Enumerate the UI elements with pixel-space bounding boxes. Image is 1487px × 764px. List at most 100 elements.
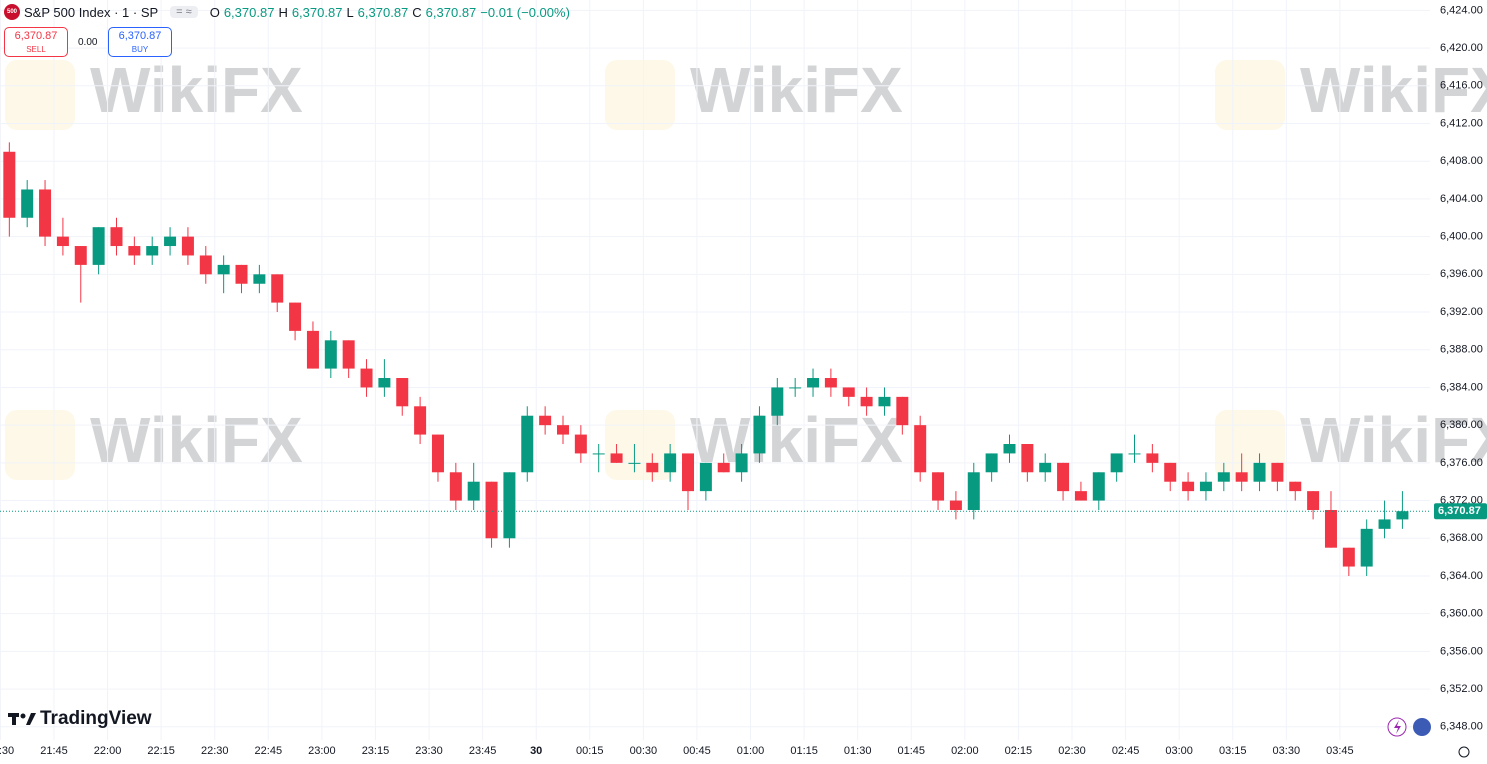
candle-body [396, 378, 409, 407]
y-tick-label: 6,412.00 [1440, 117, 1483, 129]
watermark-badge [5, 410, 75, 480]
y-tick-label: 6,392.00 [1440, 306, 1483, 318]
y-tick-label: 6,396.00 [1440, 268, 1483, 280]
candle-body [682, 453, 695, 492]
candle-body [628, 462, 641, 464]
candle-body [217, 264, 230, 275]
candle-body [556, 425, 569, 435]
candle-body [771, 387, 784, 416]
watermark-badge [605, 60, 675, 130]
candle-body [164, 236, 177, 247]
candle-body [1199, 481, 1212, 492]
y-tick-label: 6,356.00 [1440, 645, 1483, 657]
candle-body [1164, 462, 1177, 482]
candle-body [1289, 481, 1302, 492]
brand-text: TradingView [40, 708, 152, 729]
x-tick-label: 22:00 [94, 745, 122, 757]
candle-body [878, 396, 891, 407]
x-tick-label: 23:00 [308, 745, 336, 757]
candle-body [1074, 491, 1087, 501]
compare-toggle[interactable]: = ≈ [170, 6, 198, 18]
high-label: H [278, 4, 288, 20]
candle-body [3, 151, 16, 218]
watermark: WikiFX [90, 404, 303, 476]
close-label: C [412, 4, 422, 20]
candle-body [1110, 453, 1123, 473]
candle-body [128, 246, 141, 256]
symbol-title[interactable]: S&P 500 Index · 1 · SP [24, 4, 159, 20]
candle-body [1092, 472, 1105, 501]
candle-body [574, 434, 587, 454]
sell-button[interactable]: 6,370.87 SELL [4, 27, 68, 57]
candle-body [1217, 472, 1230, 482]
x-tick-label: 22:15 [147, 745, 175, 757]
candle-body [753, 415, 766, 454]
x-tick-label: 23:15 [362, 745, 390, 757]
x-tick-label: 23:45 [469, 745, 497, 757]
y-tick-label: 6,376.00 [1440, 457, 1483, 469]
y-tick-label: 6,400.00 [1440, 231, 1483, 243]
candle-body [1146, 453, 1159, 463]
candle-body [860, 396, 873, 407]
candle-body [1307, 491, 1320, 510]
buy-label: BUY [131, 45, 149, 54]
buy-button[interactable]: 6,370.87 BUY [108, 27, 172, 57]
open-label: O [209, 4, 220, 20]
watermark-badge [1215, 60, 1285, 130]
candle-body [199, 255, 212, 275]
x-tick-label: 03:45 [1326, 745, 1354, 757]
y-tick-label: 6,420.00 [1440, 42, 1483, 54]
candle-body [842, 387, 855, 397]
candle-body [610, 453, 623, 463]
candle-body [896, 396, 909, 426]
candle-body [342, 340, 355, 369]
y-tick-label: 6,388.00 [1440, 344, 1483, 356]
y-tick-label: 6,416.00 [1440, 80, 1483, 92]
candle-body [146, 246, 159, 256]
candle-body [1021, 444, 1034, 473]
icon-settings [1458, 746, 1470, 758]
candle-body [39, 189, 52, 237]
candle-body [110, 227, 123, 247]
icon-market [1413, 718, 1431, 736]
candle-body [181, 236, 194, 256]
x-tick-label: 00:30 [630, 745, 658, 757]
low-value: 6,370.87 [357, 4, 409, 20]
watermark: WikiFX [690, 54, 903, 126]
candle-body [289, 302, 302, 331]
candle-body [74, 246, 87, 265]
candle-body [503, 472, 516, 539]
candle-body [92, 227, 105, 265]
x-tick-label: 22:30 [201, 745, 229, 757]
y-tick-label: 6,404.00 [1440, 193, 1483, 205]
candle-body [271, 274, 284, 303]
candle-body [664, 453, 677, 473]
y-tick-label: 6,352.00 [1440, 683, 1483, 695]
candle-body [1057, 462, 1070, 492]
candle-body [431, 434, 444, 473]
candle-body [324, 340, 337, 369]
close-value: 6,370.87 [425, 4, 477, 20]
x-tick-label: 00:45 [683, 745, 711, 757]
y-tick-label: 6,348.00 [1440, 721, 1483, 733]
icon-lightning-bolt [1394, 720, 1401, 734]
buy-price: 6,370.87 [118, 30, 162, 42]
sell-price: 6,370.87 [14, 30, 58, 42]
x-tick-label: 03:00 [1165, 745, 1193, 757]
candle-body [1003, 444, 1016, 454]
brand-logo[interactable]: TradingView [8, 708, 152, 730]
legend-header: 500 S&P 500 Index · 1 · SP = ≈ O 6,370.87… [4, 4, 570, 20]
candle-body [932, 472, 945, 501]
candle-body [717, 462, 730, 473]
low-label: L [346, 4, 354, 20]
candle-body [360, 368, 373, 388]
candle-body [592, 453, 605, 455]
watermark-badge [5, 60, 75, 130]
x-tick-label: 01:15 [790, 745, 818, 757]
y-tick-label: 6,384.00 [1440, 381, 1483, 393]
x-tick-label: 03:30 [1273, 745, 1301, 757]
x-tick-label: 02:45 [1112, 745, 1140, 757]
candle-body [21, 189, 34, 218]
x-tick-label: 00:15 [576, 745, 604, 757]
